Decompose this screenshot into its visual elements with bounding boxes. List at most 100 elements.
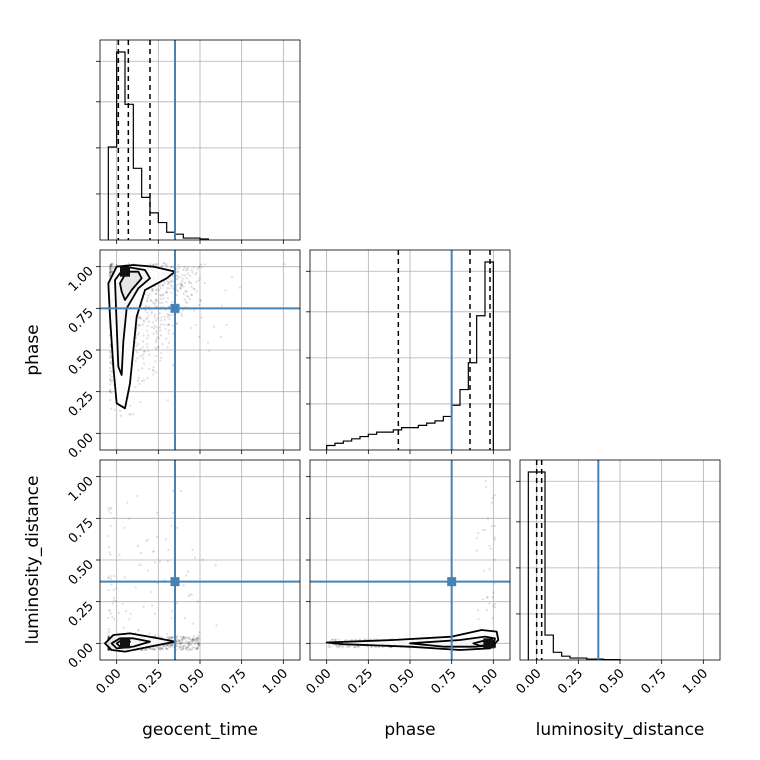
sample-point [166, 647, 169, 651]
sample-point [166, 282, 169, 285]
ytick-label-phase-2: 0.50 [66, 347, 97, 378]
sample-point [148, 293, 151, 296]
sample-point [155, 354, 158, 358]
sample-point [189, 643, 192, 646]
sample-point [109, 271, 112, 274]
sample-point [153, 648, 156, 651]
sample-point [107, 633, 110, 636]
sample-point [181, 637, 184, 640]
sample-point [186, 267, 189, 270]
ylabel-phase: phase [23, 324, 43, 375]
sample-point [475, 536, 478, 540]
sample-point [154, 298, 157, 301]
sample-point [110, 381, 113, 384]
sample-point [107, 635, 110, 639]
sample-point [159, 284, 162, 287]
sample-point [118, 553, 121, 556]
sample-point [197, 279, 200, 282]
ytick-label-luminosity-distance-2: 0.50 [66, 557, 97, 588]
sample-point [179, 645, 183, 648]
sample-point [109, 263, 112, 266]
sample-point [158, 645, 161, 649]
truth-marker [170, 303, 180, 313]
sample-point [137, 331, 140, 335]
sample-point [153, 262, 156, 265]
sample-point [196, 636, 199, 639]
sample-point [491, 497, 494, 500]
sample-point [109, 264, 112, 267]
sample-point [110, 375, 113, 378]
sample-point [352, 646, 356, 649]
sample-point [493, 646, 496, 649]
sample-point [182, 646, 185, 650]
sample-point [348, 644, 352, 648]
sample-point [180, 648, 183, 651]
sample-point [179, 490, 183, 493]
sample-point [168, 643, 171, 646]
panel-hist-phase [306, 249, 511, 454]
sample-point [119, 414, 123, 417]
sample-point [169, 643, 172, 646]
sample-point [136, 323, 140, 326]
sample-point [107, 648, 110, 652]
histogram-phase [326, 261, 494, 450]
sample-point [493, 524, 497, 528]
sample-point [493, 645, 497, 649]
sample-point [491, 617, 494, 620]
sample-point [196, 644, 199, 647]
sample-point [196, 641, 200, 645]
xtick-label-luminosity-distance-1: 0.25 [555, 666, 586, 697]
sample-point [219, 335, 222, 339]
sample-point [109, 345, 112, 348]
sample-point [171, 635, 174, 639]
sample-point [154, 340, 158, 344]
sample-point [113, 574, 116, 578]
sample-point [148, 632, 151, 635]
sample-point [150, 312, 153, 315]
sample-point [162, 323, 166, 326]
sample-point [181, 309, 184, 312]
sample-point [186, 272, 190, 275]
sample-point [180, 284, 183, 287]
sample-point [108, 630, 111, 634]
sample-point [196, 268, 199, 271]
sample-point [164, 538, 167, 541]
sample-point [163, 282, 166, 285]
sample-point [335, 644, 338, 647]
sample-point [170, 617, 173, 620]
sample-point [187, 643, 190, 646]
sample-point [170, 265, 173, 268]
sample-point [475, 549, 478, 552]
sample-point [109, 612, 112, 615]
sample-point [108, 361, 112, 364]
sample-point [166, 279, 169, 283]
sample-point [165, 337, 168, 340]
sample-point [147, 305, 151, 308]
sample-point [155, 298, 158, 301]
sample-point [493, 645, 496, 648]
sample-point [477, 617, 480, 621]
sample-point [179, 643, 182, 646]
sample-point [141, 367, 144, 370]
xtick-label-geocent-time-1: 0.25 [135, 666, 166, 697]
sample-point [158, 326, 162, 329]
sample-point [171, 643, 174, 646]
sample-point [165, 644, 168, 647]
sample-point [110, 391, 113, 394]
sample-point [337, 638, 341, 641]
sample-point [194, 640, 197, 643]
sample-point [109, 609, 112, 612]
sample-point [188, 641, 191, 644]
sample-point [152, 365, 155, 369]
sample-point [132, 413, 135, 416]
ytick-label-phase-3: 0.75 [66, 306, 97, 337]
sample-point [166, 399, 170, 402]
sample-point [160, 636, 163, 639]
ytick-label-luminosity-distance-4: 1.00 [66, 474, 97, 505]
sample-point [198, 631, 201, 634]
sample-point [486, 517, 490, 520]
sample-point [337, 646, 341, 649]
sample-point [154, 305, 157, 308]
sample-point [208, 349, 211, 353]
sample-point [146, 569, 149, 572]
